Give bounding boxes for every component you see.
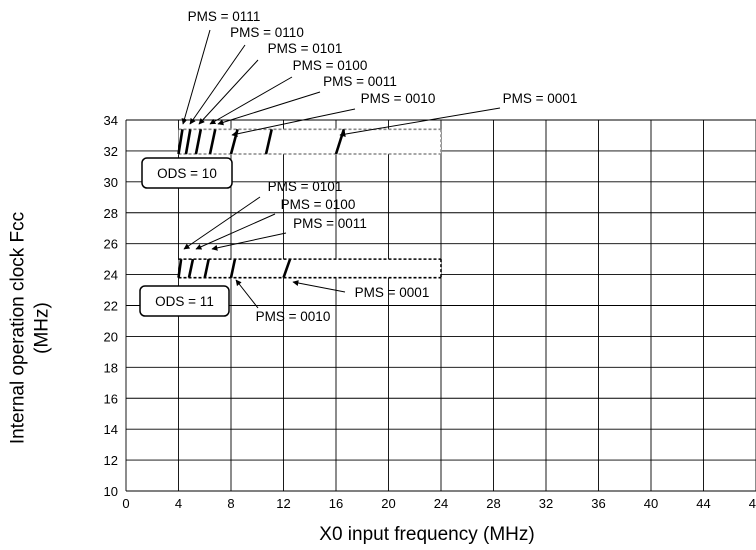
y-axis-title-line1: Internal operation clock Fcc (8, 212, 29, 444)
annotation-label: PMS = 0011 (323, 74, 397, 89)
pms-mark (229, 258, 237, 278)
pms-mark (177, 258, 183, 278)
x-tick-label: 28 (486, 496, 500, 511)
y-tick-label: 34 (104, 113, 118, 128)
annotation-arrow (189, 44, 246, 125)
annotation-arrow (181, 29, 211, 125)
annotation-label: PMS = 0011 (293, 216, 367, 231)
annotation-arrow (217, 91, 321, 126)
x-tick-label: 36 (591, 496, 605, 511)
tick-labels: 0481216202428323640444810121416182022242… (104, 113, 756, 511)
y-tick-label: 10 (104, 484, 118, 499)
y-tick-label: 14 (104, 422, 118, 437)
annotation-label: PMS = 0101 (268, 179, 343, 194)
x-axis-title: X0 input frequency (MHz) (319, 524, 534, 545)
x-tick-label: 40 (644, 496, 658, 511)
grid (125, 119, 756, 492)
annotation-label: PMS = 0110 (230, 25, 304, 40)
ods-box (139, 285, 230, 317)
ods-box (141, 157, 233, 189)
y-tick-label: 12 (104, 453, 118, 468)
annotation-arrow (339, 107, 501, 138)
pms-mark (208, 129, 217, 155)
y-tick-label: 30 (104, 175, 118, 190)
x-tick-label: 4 (175, 496, 182, 511)
ods-label: ODS = 11 (155, 294, 214, 309)
annotation-arrow (209, 76, 293, 125)
y-tick-label: 24 (104, 268, 118, 283)
annotation-arrow (231, 108, 356, 137)
band-background (178, 129, 441, 155)
pms-mark (264, 128, 273, 155)
annotation-arrow (235, 279, 259, 309)
y-tick-label: 16 (104, 391, 118, 406)
annotation-label: PMS = 0001 (355, 285, 430, 300)
annotation-label: PMS = 0100 (293, 58, 368, 73)
annotation-label: PMS = 0100 (281, 197, 356, 212)
pms-mark (187, 258, 195, 278)
x-tick-label: 20 (381, 496, 395, 511)
annotation-label: PMS = 0111 (188, 9, 261, 24)
annotation-label: PMS = 0010 (256, 309, 331, 324)
pms-mark (194, 129, 203, 155)
y-tick-label: 22 (104, 299, 118, 314)
ods-label: ODS = 10 (157, 166, 217, 181)
y-tick-label: 32 (104, 144, 118, 159)
annotation-label: PMS = 0010 (361, 91, 436, 106)
annotation-arrow (195, 213, 276, 250)
x-tick-label: 48 (749, 496, 756, 511)
pms-mark (184, 129, 192, 155)
x-tick-label: 8 (227, 496, 234, 511)
x-tick-label: 16 (329, 496, 343, 511)
annotation-label: PMS = 0101 (268, 41, 343, 56)
x-tick-label: 24 (434, 496, 448, 511)
x-tick-label: 0 (122, 496, 129, 511)
x-tick-label: 12 (276, 496, 290, 511)
pms-mark (203, 258, 210, 278)
y-tick-label: 20 (104, 329, 118, 344)
y-tick-label: 28 (104, 206, 118, 221)
annotation-arrow (198, 59, 259, 125)
y-tick-label: 26 (104, 237, 118, 252)
annotation-arrow (292, 280, 346, 293)
y-tick-label: 18 (104, 360, 118, 375)
x-tick-label: 44 (696, 496, 710, 511)
pms-mark (282, 258, 292, 279)
pms-mark (177, 129, 184, 155)
annotation-label: PMS = 0001 (503, 91, 578, 106)
annotation-arrow (211, 232, 287, 251)
annotation-arrow (183, 196, 261, 250)
x-tick-label: 32 (539, 496, 553, 511)
band-background (178, 259, 441, 278)
frequency-bands (178, 128, 442, 279)
y-axis-title-line2: (MHz) (32, 302, 53, 354)
